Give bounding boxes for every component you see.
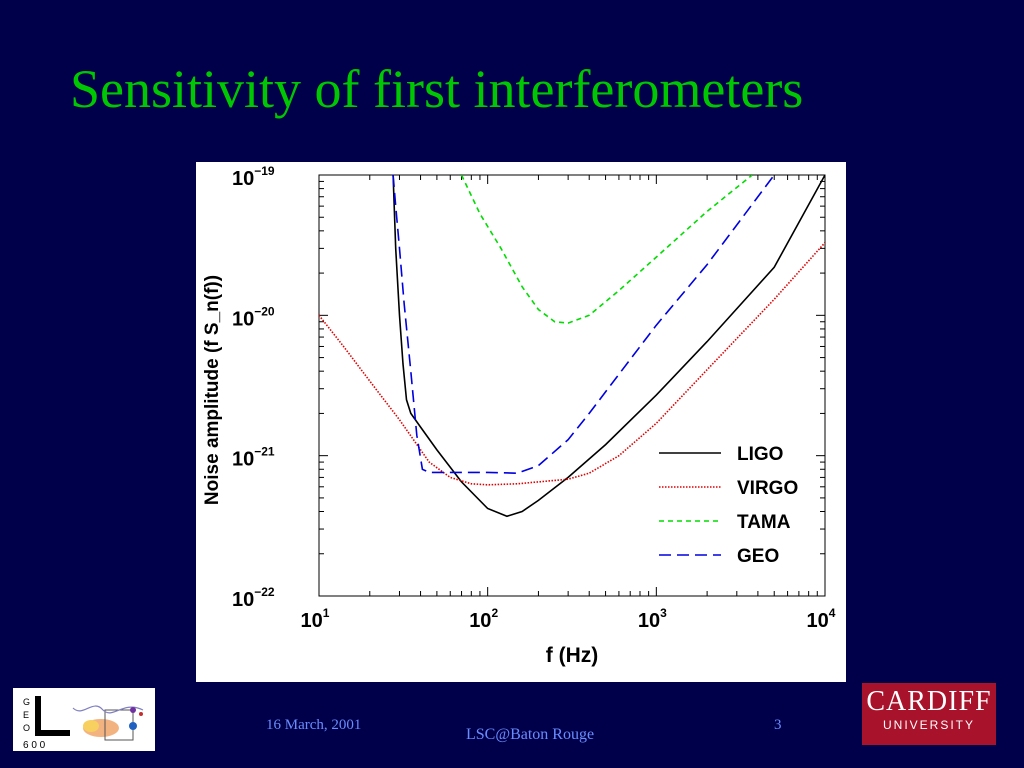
y-axis-label: Noise amplitude (f S_n(f)) [202,275,223,505]
y-tick-label: 10−21 [232,445,275,471]
legend-label-ligo: LIGO [737,444,783,465]
y-tick-label: 10−20 [232,304,275,330]
x-tick-label: 102 [469,606,498,632]
x-tick-label: 103 [638,606,667,632]
geo-logo-letter-g: G [23,697,30,707]
x-tick-label: 101 [301,606,330,632]
legend-label-tama: TAMA [737,512,791,533]
legend-label-virgo: VIRGO [737,478,798,499]
legend-label-geo: GEO [737,546,779,567]
plot-frame [318,174,826,597]
cardiff-university-logo: CARDIFF UNIVERSITY [862,683,996,745]
noise-sensitivity-chart: 101 102 103 104 10−19 10−20 10−21 10−22 LIGO VIR… [202,164,836,667]
y-tick-label: 10−19 [232,164,275,190]
series-line-ligo [392,175,825,518]
cardiff-logo-university: UNIVERSITY [882,718,975,732]
geo-logo-letter-o: O [23,723,30,733]
series-line-virgo [319,242,825,486]
slide-title: Sensitivity of first interferometers [70,59,804,119]
footer-venue: LSC@Baton Rouge [466,726,595,743]
chart-panel: 101 102 103 104 10−19 10−20 10−21 10−22 LIGO VIR… [196,162,846,682]
series-line-tama [460,175,753,324]
page-number: 3 [774,717,782,733]
geo600-logo: G E O 6 0 0 [13,688,155,751]
cardiff-logo-name: CARDIFF [866,686,992,717]
y-tick-label: 10−22 [232,585,275,611]
footer-date: 16 March, 2001 [266,717,362,733]
geo-logo-number: 6 0 0 [23,740,46,751]
x-tick-label: 104 [807,606,836,632]
series-line-geo [392,175,775,475]
x-axis-label: f (Hz) [546,644,598,667]
geo-logo-letter-e: E [23,710,29,720]
